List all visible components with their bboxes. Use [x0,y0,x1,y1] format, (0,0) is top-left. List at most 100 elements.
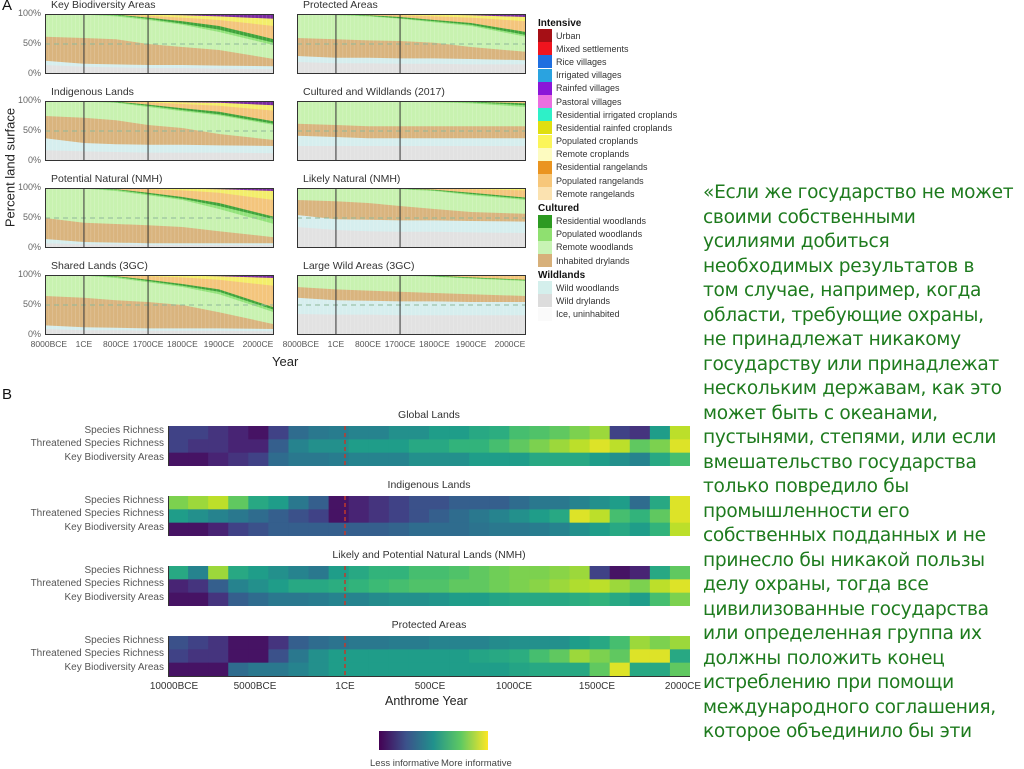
heatmap-cell [208,592,229,606]
heatmap-cell [208,426,229,440]
quote-line: только повредило бы [703,476,909,497]
quote-text: «Если же государство не может своими собс… [703,181,1023,745]
heatmap-cell [589,649,611,664]
heatmap-cell [228,426,249,440]
heatmap-cell [388,566,410,580]
heatmap-cell [449,662,470,676]
heatmap-cell [609,566,631,580]
heatmap-cell [669,522,690,536]
heatmap-cell [188,649,209,664]
x-tick-label: 10000BCE [149,681,199,692]
heatmap-row-label: Threatened Species Richness [30,578,164,590]
heatmap-cell [489,636,510,650]
heatmap-cell [669,509,690,524]
stacked-panel-title: Likely Natural (NMH) [303,173,401,185]
x-tick-label: 8000BCE [30,339,68,349]
quote-line: должны положить конец [703,647,945,669]
heatmap-cell [629,579,651,594]
legend-item: Ice, uninhabited [538,307,677,321]
heatmap-cell [469,509,490,524]
x-tick-label: 1500CE [578,681,616,692]
x-tick-label: 1900CE [455,339,487,349]
stacked-layer [297,62,526,74]
heatmap-cell [609,426,631,440]
heatmap-cell [228,636,249,650]
legend-swatch [538,294,552,308]
heatmap-cell [208,509,229,524]
heatmap-cell [328,636,350,650]
heatmap-cell [549,636,571,650]
heatmap-cell [449,439,470,454]
heatmap-cell [589,439,611,454]
heatmap-cell [529,439,550,454]
legend-item: Wild woodlands [538,281,677,295]
heatmap-cell [549,649,571,664]
heatmap-cell [188,662,209,676]
heatmap-cell [649,662,671,676]
heatmap-cell [408,509,430,524]
legend-item: Populated rangelands [538,174,677,188]
heatmap-cell [308,649,330,664]
heatmap-cell [388,579,410,594]
heatmap-cell [649,649,671,664]
heatmap-cell [208,566,229,580]
heatmap-cell [208,439,229,454]
heatmap-cell [429,426,450,440]
legend-label: Remote rangelands [556,188,635,199]
stacked-area-panel [45,14,274,74]
heatmap-row-label: Species Richness [84,425,164,436]
heatmap-cell [328,509,350,524]
legend-swatch [538,95,552,109]
legend-item: Urban [538,29,677,43]
stacked-area-panel [297,14,526,74]
heatmap-cell [248,426,269,440]
heatmap-cell [228,579,249,594]
heatmap-cell [408,439,430,454]
heatmap-cell [368,522,390,536]
heatmap-cell [589,662,611,676]
heatmap-cell [449,452,470,466]
legend-label: Pastoral villages [556,96,622,107]
heatmap-cell [168,496,189,510]
heatmap-cell [348,579,370,594]
heatmap-cell [368,636,390,650]
heatmap-cell [449,566,470,580]
heatmap-cell [469,649,490,664]
x-tick-label: 800CE [354,339,381,349]
heatmap-cell [168,452,189,466]
stacked-layer [45,218,274,248]
quote-line: нескольким державам, как это [703,378,1002,399]
heatmap-cell [529,662,550,676]
heatmap-cell [368,566,390,580]
stacked-layer [45,65,274,74]
heatmap-cell [228,509,249,524]
heatmap-cell [248,566,269,580]
heatmap [168,496,690,536]
heatmap-cell [368,662,390,676]
legend-swatch [538,227,552,241]
heatmap-cell [649,579,671,594]
heatmap-cell [328,439,350,454]
stacked-layer [297,314,526,335]
heatmap-cell [308,426,330,440]
heatmap-cell [248,439,269,454]
heatmap-cell [328,649,350,664]
legend-label: Irrigated villages [556,70,622,81]
stacked-panel-title: Shared Lands (3GC) [51,260,148,272]
legend-swatch [538,240,552,254]
heatmap-cell [429,592,450,606]
quote-line: цивилизованные государства [703,598,989,620]
heatmap-cell [168,662,189,676]
heatmap-title: Likely and Potential Natural Lands (NMH) [332,549,526,561]
heatmap-cell [368,439,390,454]
heatmap-cell [168,592,189,606]
legend-label: Inhabited drylands [556,255,630,266]
heatmap-cell [609,439,631,454]
heatmap-cell [469,636,490,650]
heatmap-cell [489,439,510,454]
heatmap-cell [569,579,591,594]
heatmap-cell [348,522,370,536]
heatmap-cell [429,649,450,664]
heatmap-cell [649,439,671,454]
heatmap-cell [388,452,410,466]
